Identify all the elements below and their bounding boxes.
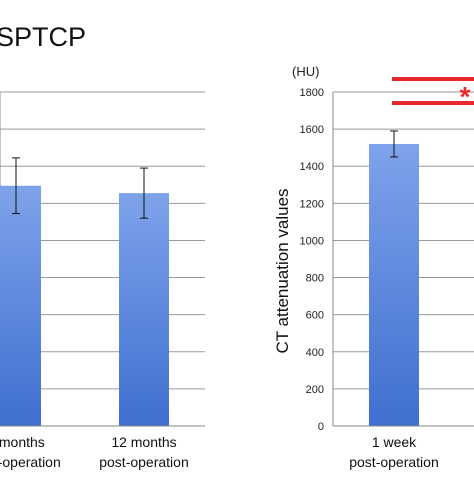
y-tick-label: 1400 [300,161,324,173]
y-tick-label: 1000 [300,235,324,247]
significance-asterisk: * [460,81,471,112]
left-x-tick-label: 12 months [111,434,176,450]
y-tick-label: 400 [306,347,324,359]
right-x-labels: 1 week post-operation [349,434,439,470]
left-bar [0,185,41,426]
left-chart-title: SPTCP [0,22,86,52]
y-tick-label: 200 [306,384,324,396]
left-error-bars [12,157,148,219]
right-x-tick-label: 1 week [372,434,417,450]
y-tick-label: 1800 [300,87,324,99]
y-tick-label: 1200 [300,198,324,210]
y-tick-label: 1600 [300,124,324,136]
right-x-tick-label: post-operation [349,454,439,470]
right-y-tick-labels: 0 200 400 600 800 1000 1200 1400 1600 1800 [300,87,324,433]
y-unit-label: (HU) [292,64,319,79]
left-error-bar [140,167,148,219]
left-bar [119,193,169,426]
left-x-tick-label: post-operation [0,454,61,470]
right-error-bars [390,130,398,158]
left-x-labels: 6 months post-operation 12 months post-oper… [0,434,189,470]
left-bars [0,185,169,426]
y-tick-label: 0 [318,421,324,433]
left-error-bar [12,157,20,215]
right-bar [369,143,419,426]
y-tick-label: 800 [306,273,324,285]
left-x-tick-label: 6 months [0,434,45,450]
y-axis-title: CT attenuation values [273,188,292,353]
right-bars [369,143,419,426]
right-error-bar [390,130,398,158]
y-tick-label: 600 [306,310,324,322]
left-x-tick-label: post-operation [99,454,189,470]
